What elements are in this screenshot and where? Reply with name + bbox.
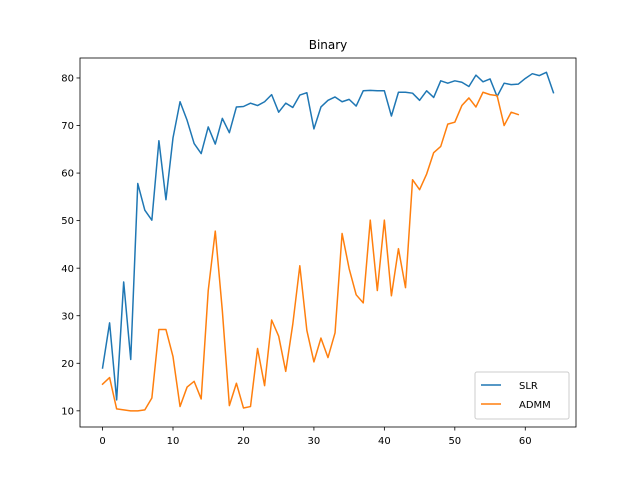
y-tick-label: 80 (61, 74, 74, 85)
y-tick-label: 50 (61, 216, 74, 227)
y-tick-label: 10 (61, 406, 74, 417)
legend-label-slr: SLR (519, 381, 538, 392)
x-tick-label: 30 (308, 436, 321, 447)
y-tick-label: 20 (61, 359, 74, 370)
chart-title: Binary (309, 38, 348, 52)
series-line-slr (101, 71, 555, 401)
axes-layer: 0 10 20 30 40 50 60 10 20 30 40 50 60 70 80 (61, 57, 577, 447)
y-tick-label: 70 (61, 121, 74, 132)
y-tick-label: 60 (61, 169, 74, 180)
x-tick-label: 40 (378, 436, 391, 447)
y-tick-label: 30 (61, 311, 74, 322)
x-tick-label: 60 (519, 436, 532, 447)
x-tick-label: 20 (237, 436, 250, 447)
legend-label-admm: ADMM (519, 400, 551, 411)
x-tick-label: 50 (448, 436, 461, 447)
x-tick-label: 10 (167, 436, 180, 447)
series-layer (101, 71, 555, 412)
y-tick-label: 40 (61, 264, 74, 275)
series-line-admm (101, 91, 520, 412)
plot-frame (79, 57, 577, 428)
legend: SLR ADMM (474, 371, 570, 420)
legend-box (474, 371, 570, 420)
x-tick-label: 0 (99, 436, 105, 447)
